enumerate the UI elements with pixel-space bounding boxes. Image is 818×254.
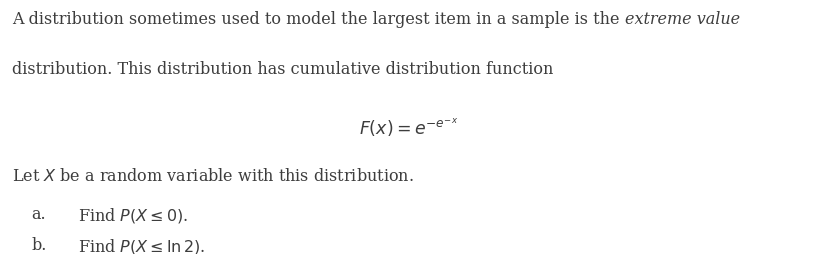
Text: a.: a. [31, 206, 46, 223]
Text: distribution. This distribution has cumulative distribution function: distribution. This distribution has cumu… [12, 61, 554, 78]
Text: extreme value: extreme value [625, 11, 740, 28]
Text: Find $P(X \leq 0)$.: Find $P(X \leq 0)$. [78, 206, 188, 225]
Text: A distribution sometimes used to model the largest item in a sample is the: A distribution sometimes used to model t… [12, 11, 625, 28]
Text: $F(x) = e^{-e^{-x}}$: $F(x) = e^{-e^{-x}}$ [359, 116, 459, 139]
Text: Find $P(X \leq \ln 2)$.: Find $P(X \leq \ln 2)$. [78, 237, 205, 254]
Text: b.: b. [31, 237, 47, 254]
Text: Let $X$ be a random variable with this distribution.: Let $X$ be a random variable with this d… [12, 168, 414, 185]
